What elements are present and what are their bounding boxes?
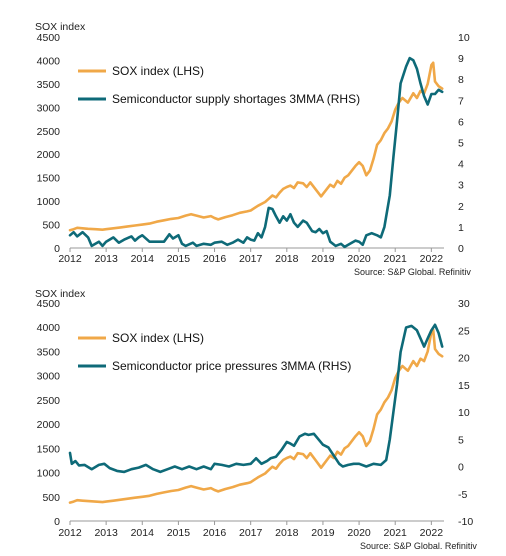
chart-2-left-tick-label: 4000 xyxy=(37,322,61,334)
chart-2-right-tick-label: -5 xyxy=(458,489,467,501)
chart-1-right-tick-label: 1 xyxy=(458,222,464,234)
chart-1-series xyxy=(68,56,444,249)
chart-1-right-tick-label: 3 xyxy=(458,180,464,192)
chart-2-legend-label-sox: SOX index (LHS) xyxy=(112,331,204,345)
chart-1-right-ticks: 0 1 2 3 4 5 6 7 8 9 10 xyxy=(458,32,470,255)
chart-2-x-tick-label: 2012 xyxy=(58,527,82,539)
chart-1-series-line-teal xyxy=(68,56,444,249)
chart-1-x-tick-label: 2013 xyxy=(94,253,118,265)
chart-1-x-tick-label: 2016 xyxy=(203,253,227,265)
chart-1-x-tick-label: 2022 xyxy=(420,253,444,265)
chart-2-series-line-teal xyxy=(68,323,444,474)
chart-2-x-tick-label: 2019 xyxy=(311,527,335,539)
chart-1-x-tick-label: 2018 xyxy=(275,253,299,265)
chart-2-right-tick-label: 30 xyxy=(458,298,470,310)
chart-2-x-ticks: 2012 2013 2014 2015 2016 2017 2018 2019 2020 2021… xyxy=(58,521,443,539)
chart-1-x-tick-label: 2020 xyxy=(347,253,371,265)
chart-2-x-tick-label: 2021 xyxy=(384,527,408,539)
chart-2-left-tick-label: 3000 xyxy=(37,371,61,383)
chart-2-x-tick-label: 2020 xyxy=(347,527,371,539)
chart-2-series-line-sox xyxy=(68,328,444,504)
chart-2-series xyxy=(68,323,444,504)
chart-2-left-axis-title: SOX index xyxy=(35,288,86,300)
chart-1-left-ticks: 0 500 1000 1500 2000 2500 3000 3500 4000 4500 xyxy=(37,32,61,255)
chart-2-source: Source: S&P Global. Refinitiv xyxy=(360,541,477,551)
chart-2-left-tick-label: 3500 xyxy=(37,346,61,358)
chart-1-x-tick-label: 2017 xyxy=(239,253,263,265)
chart-1-x-tick-label: 2015 xyxy=(167,253,191,265)
chart-1-left-tick-label: 4000 xyxy=(37,55,61,67)
chart-2-right-tick-label: 15 xyxy=(458,380,470,392)
chart-1-series-line-sox xyxy=(68,61,444,232)
chart-2-x-tick-label: 2016 xyxy=(203,527,227,539)
chart-1-legend: SOX index (LHS) Semiconductor supply sho… xyxy=(78,64,360,106)
chart-2-left-tick-label: 2000 xyxy=(37,419,61,431)
chart-1-left-tick-label: 2000 xyxy=(37,149,61,161)
chart-1-left-tick-label: 3500 xyxy=(37,79,61,91)
chart-2-left-tick-label: 500 xyxy=(42,492,60,504)
chart-1-left-tick-label: 1500 xyxy=(37,173,61,185)
chart-1-x-tick-label: 2021 xyxy=(384,253,408,265)
chart-1-left-tick-label: 3000 xyxy=(37,102,61,114)
chart-2-x-tick-label: 2014 xyxy=(131,527,155,539)
chart-2-left-tick-label: 4500 xyxy=(37,298,61,310)
chart-1-right-tick-label: 6 xyxy=(458,116,464,128)
chart-1-x-tick-label: 2012 xyxy=(58,253,82,265)
chart-1-right-tick-label: 7 xyxy=(458,95,464,107)
chart-2-right-tick-label: 5 xyxy=(458,434,464,446)
chart-1-right-tick-label: 4 xyxy=(458,159,464,171)
chart-2-right-tick-label: 25 xyxy=(458,325,470,337)
chart-1-x-ticks: 2012 2013 2014 2015 2016 2017 2018 2019 2020 2021… xyxy=(58,248,443,265)
chart-2-legend: SOX index (LHS) Semiconductor price pres… xyxy=(78,331,351,373)
chart-1-left-axis-title: SOX index xyxy=(35,21,86,33)
chart-2-left-tick-label: 1500 xyxy=(37,443,61,455)
chart-2-left-tick-label: 1000 xyxy=(37,468,61,480)
chart-2-x-tick-label: 2022 xyxy=(420,527,444,539)
chart-2-x-tick-label: 2015 xyxy=(167,527,191,539)
chart-1-right-tick-label: 5 xyxy=(458,138,464,150)
chart-1-source: Source: S&P Global. Refinitiv xyxy=(354,267,471,277)
chart-1-legend-label-teal: Semiconductor supply shortages 3MMA (RHS… xyxy=(112,92,360,106)
chart-1-right-tick-label: 8 xyxy=(458,74,464,86)
chart-1-left-tick-label: 2500 xyxy=(37,126,61,138)
chart-2-x-tick-label: 2017 xyxy=(239,527,263,539)
chart-2-x-tick-label: 2018 xyxy=(275,527,299,539)
chart-2-left-tick-label: 0 xyxy=(54,516,60,528)
chart-1-right-tick-label: 0 xyxy=(458,243,464,255)
chart-2-left-ticks: 0 500 1000 1500 2000 2500 3000 3500 4000 4500 xyxy=(37,298,61,528)
chart-1-x-tick-label: 2019 xyxy=(311,253,335,265)
chart-2-right-tick-label: 10 xyxy=(458,407,470,419)
chart-1-right-tick-label: 9 xyxy=(458,53,464,65)
chart-1-left-tick-label: 4500 xyxy=(37,32,61,44)
chart-2-right-ticks: -10 -5 0 5 10 15 20 25 30 xyxy=(458,298,473,528)
chart-1: SOX index 050010001500200025003000350040… xyxy=(35,21,471,277)
chart-2-legend-label-teal: Semiconductor price pressures 3MMA (RHS) xyxy=(112,359,351,373)
chart-2: SOX index 0 500 1000 1500 2000 2500 3000 3500 40… xyxy=(35,288,477,551)
chart-1-legend-label-sox: SOX index (LHS) xyxy=(112,64,204,78)
chart-2-right-tick-label: 20 xyxy=(458,353,470,365)
chart-2-right-tick-label: -10 xyxy=(458,516,473,528)
chart-1-left-tick-label: 0 xyxy=(54,243,60,255)
chart-1-x-tick-label: 2014 xyxy=(131,253,155,265)
chart-1-left-tick-label: 500 xyxy=(42,220,60,232)
chart-1-right-tick-label: 10 xyxy=(458,32,470,44)
chart-2-left-tick-label: 2500 xyxy=(37,395,61,407)
chart-1-right-tick-label: 2 xyxy=(458,201,464,213)
chart-2-right-tick-label: 0 xyxy=(458,462,464,474)
chart-2-x-tick-label: 2013 xyxy=(94,527,118,539)
chart-1-left-tick-label: 1000 xyxy=(37,196,61,208)
